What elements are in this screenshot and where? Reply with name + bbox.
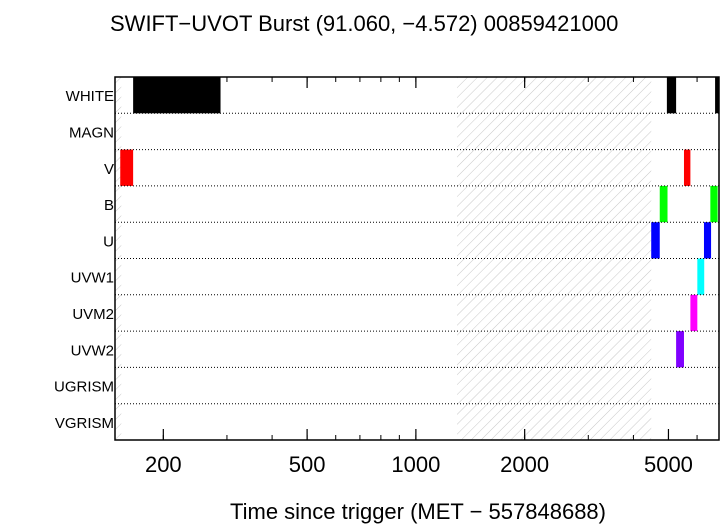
filter-label-ugrism: UGRISM [54, 379, 114, 396]
filter-label-v: V [104, 161, 114, 178]
filter-label-white: WHITE [66, 88, 114, 105]
filter-label-vgrism: VGRISM [55, 415, 114, 432]
exposure-bar-white-2 [715, 77, 719, 114]
exposure-bar-b-6 [710, 185, 718, 223]
x-tick-label: 1000 [391, 452, 440, 477]
exposure-bar-uvm2-10 [690, 294, 698, 332]
hatched-range-1 [457, 77, 652, 440]
x-tick-label: 500 [289, 452, 326, 477]
exposure-bar-uvw2-11 [676, 331, 684, 368]
x-tick-label: 5000 [644, 452, 693, 477]
plot-frame [114, 76, 720, 441]
filter-label-b: B [104, 197, 114, 214]
exposure-bar-u-7 [651, 222, 660, 259]
filter-label-uvw1: UVW1 [71, 270, 114, 287]
filter-label-uvm2: UVM2 [72, 306, 114, 323]
filter-label-magn: MAGN [69, 124, 114, 141]
filter-label-uvw2: UVW2 [71, 342, 114, 359]
exposure-bar-white-0 [133, 77, 221, 114]
x-tick-label: 2000 [500, 452, 549, 477]
chart-title: SWIFT−UVOT Burst (91.060, −4.572) 008594… [110, 11, 618, 36]
exposure-bar-b-5 [659, 185, 668, 223]
x-axis-label: Time since trigger (MET − 557848688) [230, 499, 606, 524]
plot-area: WHITE MAGN V B U UVW1 UVM2 UVW2 UGRISM VGRISM 200 5… [54, 76, 720, 477]
x-tick-label: 200 [145, 452, 182, 477]
exposure-bar-u-8 [703, 222, 712, 259]
exposure-bar-white-1 [666, 77, 677, 114]
exposure-bar-v-4 [683, 149, 691, 186]
filter-label-u: U [103, 233, 114, 250]
exposure-bar-v-3 [120, 149, 134, 186]
exposure-bar-uvw1-9 [697, 258, 705, 295]
